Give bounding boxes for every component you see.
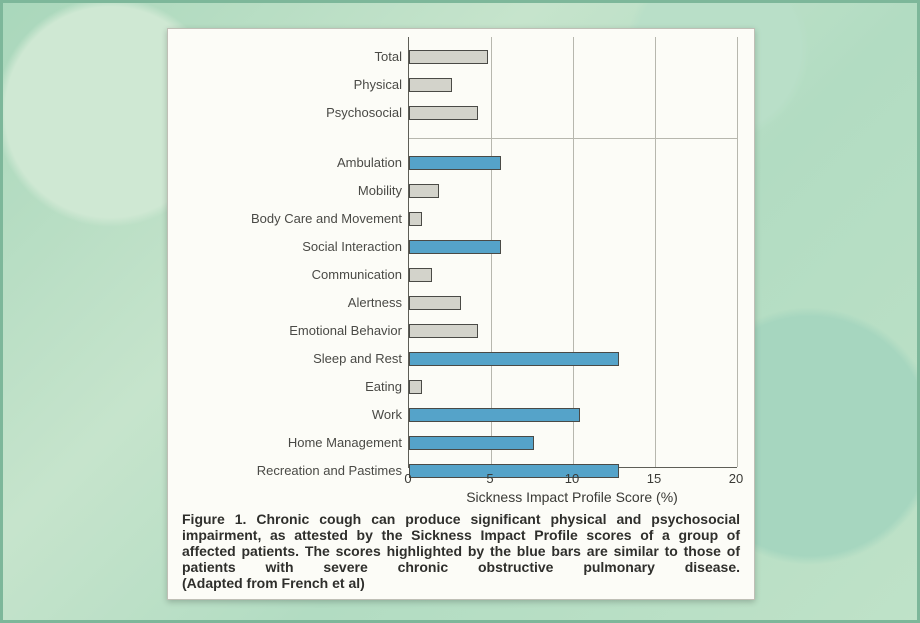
bar-gray [409,324,478,338]
category-label: Body Care and Movement [251,211,402,226]
x-tick: 5 [486,471,493,486]
bar-gray [409,106,478,120]
bar-gray [409,78,452,92]
plot-area [408,37,737,468]
bar-blue [409,436,534,450]
x-tick: 0 [404,471,411,486]
bar-gray [409,296,461,310]
bar-gray [409,380,422,394]
caption-last: (Adapted from French et al) [182,575,740,591]
category-label: Physical [354,77,402,92]
bar-blue [409,464,619,478]
category-label: Social Interaction [302,239,402,254]
bar-blue [409,408,580,422]
caption-main: Figure 1. Chronic cough can produce sign… [182,511,740,575]
category-label: Psychosocial [326,105,402,120]
bar-blue [409,352,619,366]
category-label: Ambulation [337,155,402,170]
category-label: Total [375,49,402,64]
bar-gray [409,268,432,282]
gridline [655,37,656,467]
sip-chart: 0 5 10 15 20 Total Physical Psychosocial Ambulat… [168,29,754,515]
category-label: Mobility [358,183,402,198]
group-separator [409,138,737,139]
category-label: Alertness [348,295,402,310]
bar-gray [409,212,422,226]
bar-blue [409,156,501,170]
gridline [573,37,574,467]
bar-blue [409,240,501,254]
x-tick: 15 [647,471,661,486]
page-background: 0 5 10 15 20 Total Physical Psychosocial Ambulat… [0,0,920,623]
category-label: Work [372,407,402,422]
figure-caption: Figure 1. Chronic cough can produce sign… [182,511,740,591]
category-label: Recreation and Pastimes [257,463,402,478]
figure-panel: 0 5 10 15 20 Total Physical Psychosocial Ambulat… [167,28,755,600]
category-label: Communication [312,267,402,282]
bar-gray [409,184,439,198]
category-label: Home Management [288,435,402,450]
category-label: Eating [365,379,402,394]
x-tick: 10 [565,471,579,486]
category-label: Emotional Behavior [289,323,402,338]
x-tick: 20 [729,471,743,486]
gridline [737,37,738,467]
category-label: Sleep and Rest [313,351,402,366]
bar-gray [409,50,488,64]
x-axis-label: Sickness Impact Profile Score (%) [408,489,736,505]
